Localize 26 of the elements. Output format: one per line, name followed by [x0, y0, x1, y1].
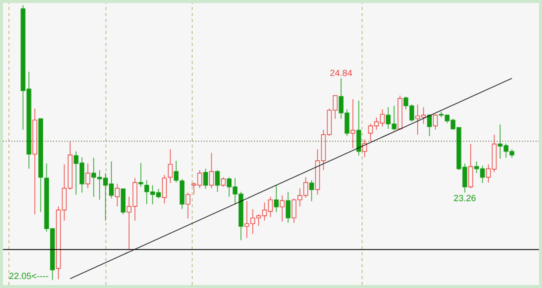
candlestick [350, 98, 356, 149]
candlestick [120, 188, 126, 215]
candlestick [168, 148, 173, 184]
candlestick [85, 163, 90, 189]
candlestick [274, 184, 279, 213]
candlestick [468, 144, 474, 189]
candlestick [114, 184, 120, 207]
candlestick [215, 170, 220, 192]
candlestick [309, 180, 314, 202]
annotation: 22.05<---- [9, 272, 48, 280]
candlestick [203, 168, 208, 190]
candlestick [427, 114, 432, 136]
candlestick [186, 192, 190, 219]
candlestick [280, 195, 285, 222]
candlestick [209, 152, 214, 189]
candlestick [362, 139, 368, 158]
candlestick [162, 174, 167, 204]
candlestick [174, 160, 179, 183]
annotation: 24.84 [330, 70, 352, 76]
annotation: 23.26 [454, 194, 476, 202]
candlestick [356, 100, 362, 156]
candlestick [220, 176, 226, 188]
candlestick [180, 178, 184, 210]
candlestick [138, 162, 144, 188]
candlestick [286, 191, 290, 224]
candlestick [432, 114, 438, 130]
